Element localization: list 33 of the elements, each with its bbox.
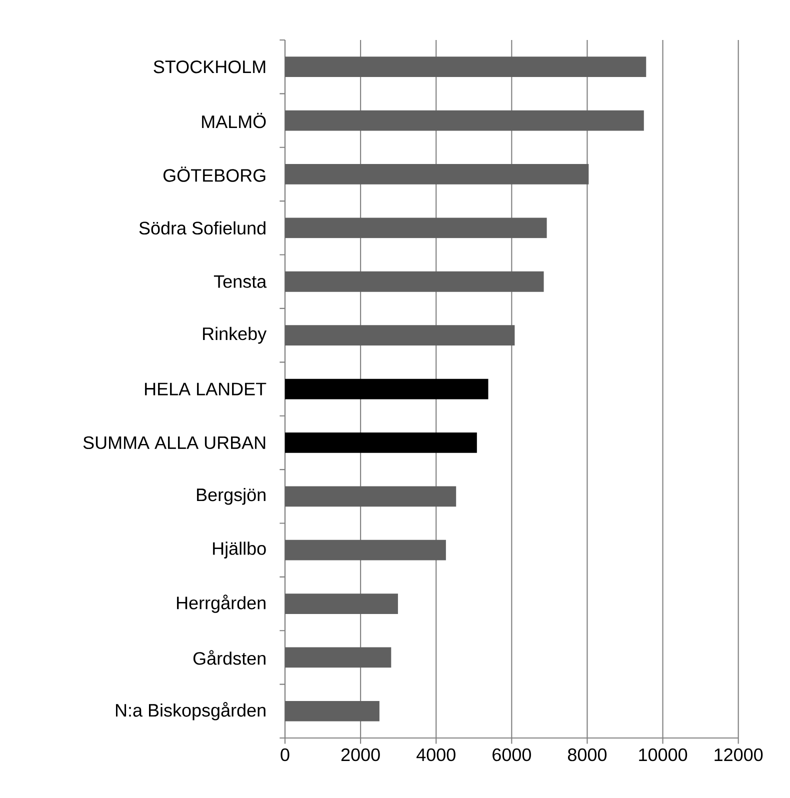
y-tick-label: Bergsjön — [197, 488, 266, 505]
x-tick-label: 0 — [280, 748, 290, 762]
bar — [285, 325, 515, 346]
bar — [285, 486, 456, 507]
y-tick-label: Tensta — [214, 275, 267, 288]
bar — [285, 540, 446, 560]
y-tick-label: MALMÖ — [202, 112, 266, 128]
y-tick-label: Hjällbo — [213, 542, 266, 558]
bar — [285, 271, 544, 292]
y-tick-label: Gårdsten — [193, 650, 266, 665]
y-tick-label: SUMMA ALLA URBAN — [83, 436, 266, 450]
x-tick-label: 8000 — [568, 748, 607, 762]
bar — [285, 56, 646, 78]
bar — [285, 110, 644, 131]
y-tick-label: Södra Sofielund — [139, 221, 266, 235]
bar — [285, 218, 547, 238]
bar — [285, 700, 380, 722]
y-tick-label: HELA LANDET — [145, 382, 266, 396]
x-tick-label: 10000 — [639, 748, 688, 762]
y-tick-label: Herrgården — [177, 594, 266, 613]
y-tick-label: Rinkeby — [203, 326, 267, 344]
bar — [285, 647, 392, 668]
bar — [285, 432, 477, 453]
bar — [285, 164, 589, 184]
y-tick-label: STOCKHOLM — [154, 60, 266, 74]
y-tick-label: GÖTEBORG — [163, 166, 266, 182]
y-tick-label: N:a Biskopsgården — [116, 702, 266, 720]
bar — [285, 378, 488, 400]
x-tick-label: 6000 — [492, 748, 531, 762]
bar — [285, 594, 398, 614]
x-tick-label: 4000 — [416, 748, 456, 762]
x-tick-label: 12000 — [714, 748, 763, 762]
x-tick-label: 2000 — [341, 748, 380, 762]
